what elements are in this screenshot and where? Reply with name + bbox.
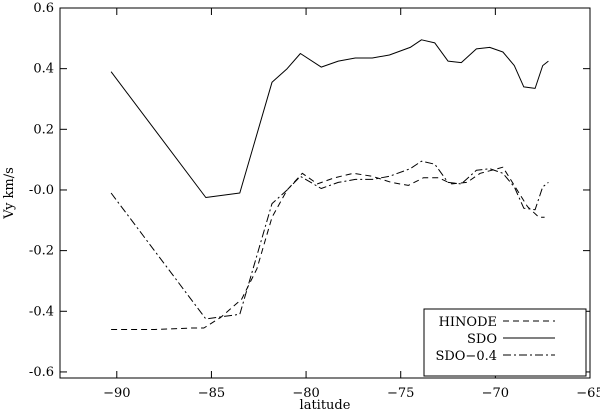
- legend: HINODE SDO SDO−0.4: [423, 308, 587, 377]
- x-tick-label: −80: [292, 386, 319, 401]
- x-tick-label: −75: [387, 386, 414, 401]
- series-layer: [110, 39, 549, 330]
- series-line-hinode: [111, 166, 545, 330]
- x-tick-label: −90: [103, 386, 130, 401]
- y-tick-label: 0.6: [33, 1, 54, 16]
- legend-label-sdo: SDO: [467, 332, 497, 347]
- series-line-sdo-0-4: [110, 160, 549, 320]
- axis-ticks: [60, 7, 591, 378]
- series-line-sdo: [110, 39, 549, 198]
- y-axis-label: Vy km/s: [2, 167, 17, 220]
- x-axis-label: latitude: [300, 398, 351, 413]
- legend-box: [423, 308, 587, 377]
- y-tick-label: 0.4: [33, 62, 54, 77]
- x-tick-label: −85: [198, 386, 225, 401]
- plot-frame: [59, 7, 591, 379]
- y-tick-label: -0.2: [29, 244, 54, 259]
- legend-label-hinode: HINODE: [439, 315, 497, 330]
- axis-tick-labels: −90 −85 −80 −75 −70 −65 0.6 0.4 0.2 -0.0 -0.2 -0.4 -…: [29, 1, 600, 401]
- x-tick-label: −65: [576, 386, 600, 401]
- legend-label-sdo-minus: SDO−0.4: [435, 349, 497, 364]
- x-tick-label: −70: [482, 386, 509, 401]
- y-tick-label: -0.6: [29, 365, 54, 380]
- y-tick-label: -0.4: [29, 304, 54, 319]
- y-tick-label: -0.0: [29, 183, 54, 198]
- y-tick-label: 0.2: [33, 122, 54, 137]
